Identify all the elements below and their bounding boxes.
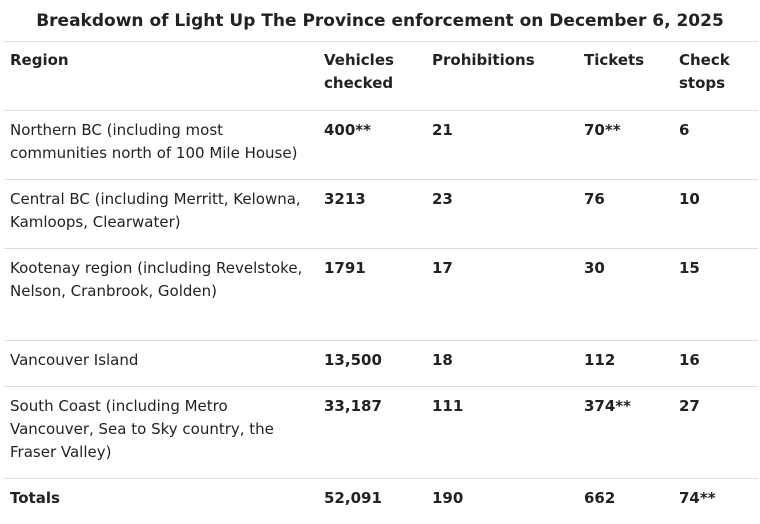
totals-label: Totals xyxy=(10,489,60,507)
header-vehicles-checked: Vehicles checked xyxy=(318,41,426,111)
tickets-cell: 112 xyxy=(578,340,673,387)
vehicles-cell: 13,500 xyxy=(318,340,426,387)
vehicles-cell: 3213 xyxy=(318,179,426,249)
region-cell: Northern BC (including most communities … xyxy=(4,110,318,180)
totals-tickets: 662 xyxy=(584,489,616,507)
header-region: Region xyxy=(4,41,318,111)
table-row: Vancouver Island 13,500 18 112 16 xyxy=(4,340,758,387)
tickets-cell: 30 xyxy=(578,248,673,341)
check-stops-cell: 16 xyxy=(673,340,758,387)
prohibitions-cell: 111 xyxy=(426,386,578,479)
header-check-stops: Check stops xyxy=(673,41,758,111)
prohibitions-cell: 18 xyxy=(426,340,578,387)
prohibitions-cell: 17 xyxy=(426,248,578,341)
header-tickets: Tickets xyxy=(578,41,673,111)
table-row: Kootenay region (including Revelstoke, N… xyxy=(4,248,758,341)
table-row: South Coast (including Metro Vancouver, … xyxy=(4,386,758,479)
table-row: Central BC (including Merritt, Kelowna, … xyxy=(4,179,758,249)
vehicles-cell: 33,187 xyxy=(318,386,426,479)
totals-check-stops: 74** xyxy=(679,489,716,507)
header-row: Region Vehicles checked Prohibitions Tic… xyxy=(4,41,758,111)
tickets-cell: 76 xyxy=(578,179,673,249)
prohibitions-cell: 21 xyxy=(426,110,578,180)
check-stops-cell: 10 xyxy=(673,179,758,249)
enforcement-table: Region Vehicles checked Prohibitions Tic… xyxy=(4,41,758,519)
vehicles-cell: 400** xyxy=(318,110,426,180)
tickets-cell: 70** xyxy=(578,110,673,180)
table-row: Northern BC (including most communities … xyxy=(4,110,758,180)
totals-prohibitions: 190 xyxy=(432,489,464,507)
region-cell: Kootenay region (including Revelstoke, N… xyxy=(4,248,318,341)
table-caption: Breakdown of Light Up The Province enfor… xyxy=(36,11,724,31)
check-stops-cell: 15 xyxy=(673,248,758,341)
totals-row: Totals 52,091 190 662 74** xyxy=(4,479,758,519)
region-cell: Vancouver Island xyxy=(4,340,318,387)
totals-vehicles: 52,091 xyxy=(324,489,382,507)
header-prohibitions: Prohibitions xyxy=(426,41,578,111)
tickets-cell: 374** xyxy=(578,386,673,479)
region-cell: Central BC (including Merritt, Kelowna, … xyxy=(4,179,318,249)
region-cell: South Coast (including Metro Vancouver, … xyxy=(4,386,318,479)
check-stops-cell: 27 xyxy=(673,386,758,479)
prohibitions-cell: 23 xyxy=(426,179,578,249)
vehicles-cell: 1791 xyxy=(318,248,426,341)
check-stops-cell: 6 xyxy=(673,110,758,180)
